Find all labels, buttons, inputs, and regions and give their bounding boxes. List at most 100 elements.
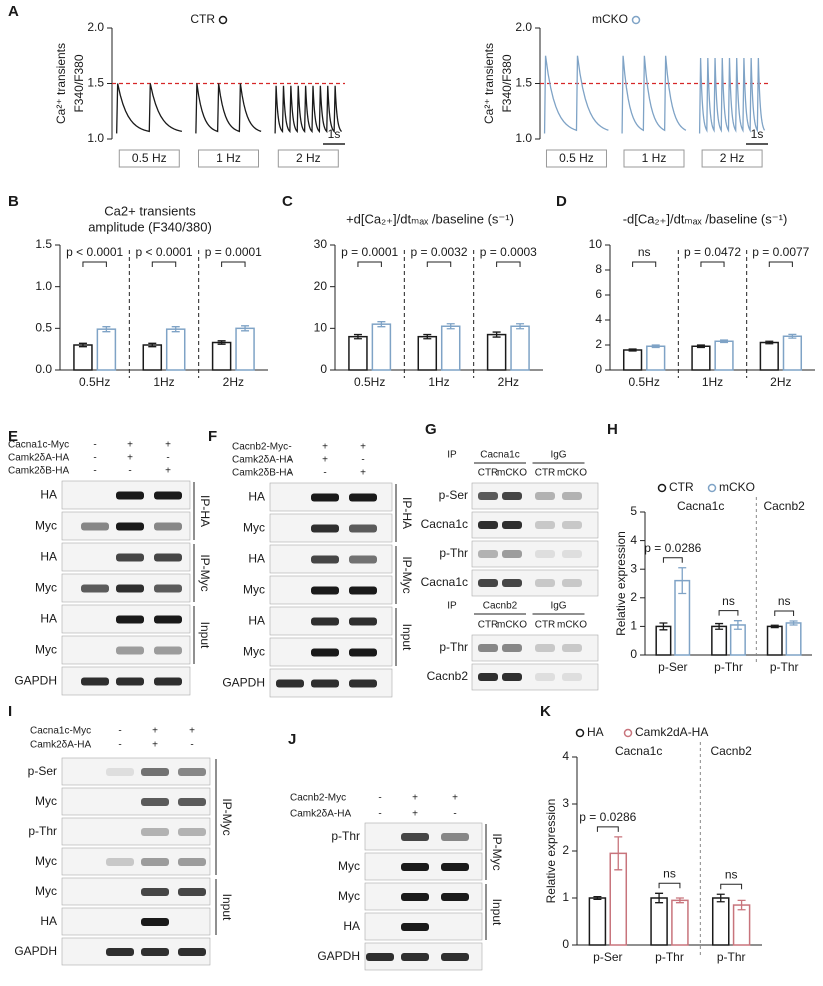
- error-bar: [765, 340, 774, 345]
- error-bar: [148, 342, 157, 348]
- row-label: Cacnb2: [427, 669, 469, 683]
- bracket: [82, 261, 107, 267]
- condition-name: Camk2δA-HA: [8, 453, 69, 464]
- row-label: HA: [40, 914, 57, 928]
- error-bar: [651, 344, 660, 349]
- row-label: GAPDH: [14, 674, 57, 688]
- row-label: p-Thr: [28, 824, 57, 838]
- bar: [646, 345, 666, 371]
- y-tick-label: 30: [314, 237, 328, 251]
- y-tick-label: 8: [595, 262, 602, 276]
- condition-sign: -: [93, 440, 96, 451]
- blot-strip: [61, 635, 191, 665]
- legend-marker: [218, 15, 228, 25]
- bracket: [596, 826, 619, 832]
- band: [562, 521, 582, 529]
- lane-label: CTR: [478, 468, 499, 479]
- y-tick-label: 20: [314, 279, 328, 293]
- band: [478, 550, 498, 558]
- legend-marker: [631, 15, 641, 25]
- band: [349, 493, 377, 502]
- condition-sign: -: [378, 809, 381, 820]
- band: [178, 858, 206, 866]
- lane-label: CTR: [535, 620, 556, 631]
- group-label: Input: [400, 624, 414, 651]
- error-bar: [659, 622, 668, 631]
- x-tick-label: p-Thr: [770, 660, 799, 674]
- group-label: Cacnb2: [710, 744, 752, 758]
- band: [116, 584, 144, 593]
- ip-target: IgG: [550, 601, 566, 612]
- y-axis-label: Relative expression: [614, 531, 628, 636]
- frequency-label: 1 Hz: [216, 151, 241, 165]
- bracket: [720, 883, 743, 890]
- x-tick-label: p-Thr: [717, 950, 746, 964]
- bar: [622, 349, 643, 371]
- condition-sign: +: [152, 726, 158, 737]
- chart-title: +d[Ca₂₊]/dtₘₐₓ /baseline (s⁻¹): [346, 211, 514, 226]
- row-label: Myc: [338, 889, 360, 903]
- condition-name: Camk2δA-HA: [232, 455, 293, 466]
- band: [311, 493, 339, 502]
- legend-label: mCKO: [592, 12, 628, 26]
- band: [141, 828, 169, 836]
- error-bar: [614, 836, 623, 871]
- condition-sign: -: [166, 453, 169, 464]
- bracket: [718, 610, 739, 616]
- panel-letter: F: [208, 428, 217, 445]
- bar: [440, 325, 461, 371]
- band: [154, 522, 182, 531]
- bar: [211, 341, 232, 371]
- error-bar: [789, 620, 798, 626]
- condition-sign: -: [361, 455, 364, 466]
- panel-letter: J: [288, 731, 296, 748]
- x-tick-label: p-Thr: [655, 950, 684, 964]
- condition-name: Cacna1c-Myc: [30, 726, 91, 737]
- lane-label: mCKO: [557, 468, 587, 479]
- x-tick-label: 0.5Hz: [628, 375, 659, 389]
- error-bar: [492, 331, 501, 338]
- row-label: p-Ser: [439, 488, 468, 502]
- annotation: p = 0.0286: [579, 810, 636, 824]
- band: [276, 679, 304, 688]
- band: [154, 553, 182, 562]
- band: [178, 888, 206, 896]
- bar: [510, 325, 530, 371]
- ip-target: Cacnb2: [483, 601, 518, 612]
- band: [141, 798, 169, 806]
- bracket: [632, 261, 657, 267]
- condition-sign: +: [360, 468, 366, 479]
- y-axis-label: Ca²⁺ transients: [482, 43, 496, 124]
- band: [502, 673, 522, 681]
- bar: [650, 897, 668, 946]
- band: [349, 586, 377, 595]
- band: [562, 550, 582, 558]
- row-label: Cacna1c: [421, 575, 468, 589]
- y-axis-label: Relative expression: [544, 799, 558, 904]
- y-tick-label: 4: [595, 312, 602, 326]
- band: [349, 555, 377, 564]
- band: [81, 522, 109, 531]
- row-label: p-Ser: [28, 764, 57, 778]
- band: [81, 677, 109, 686]
- band: [141, 768, 169, 776]
- band: [141, 948, 169, 956]
- band: [562, 492, 582, 500]
- band: [535, 492, 555, 500]
- error-bar: [353, 333, 362, 340]
- chart-title: Ca2+ transients: [104, 203, 196, 218]
- bracket: [357, 261, 382, 267]
- band: [116, 491, 144, 500]
- panel-letter: E: [8, 428, 18, 445]
- condition-sign: +: [452, 793, 458, 804]
- annotation: p = 0.0003: [480, 245, 537, 259]
- band: [535, 521, 555, 529]
- condition-sign: -: [323, 468, 326, 479]
- annotation: ns: [638, 245, 651, 259]
- band: [349, 617, 377, 626]
- error-bar: [678, 567, 687, 595]
- band: [441, 893, 469, 901]
- frequency-label: 1 Hz: [642, 151, 667, 165]
- band: [311, 648, 339, 657]
- band: [178, 828, 206, 836]
